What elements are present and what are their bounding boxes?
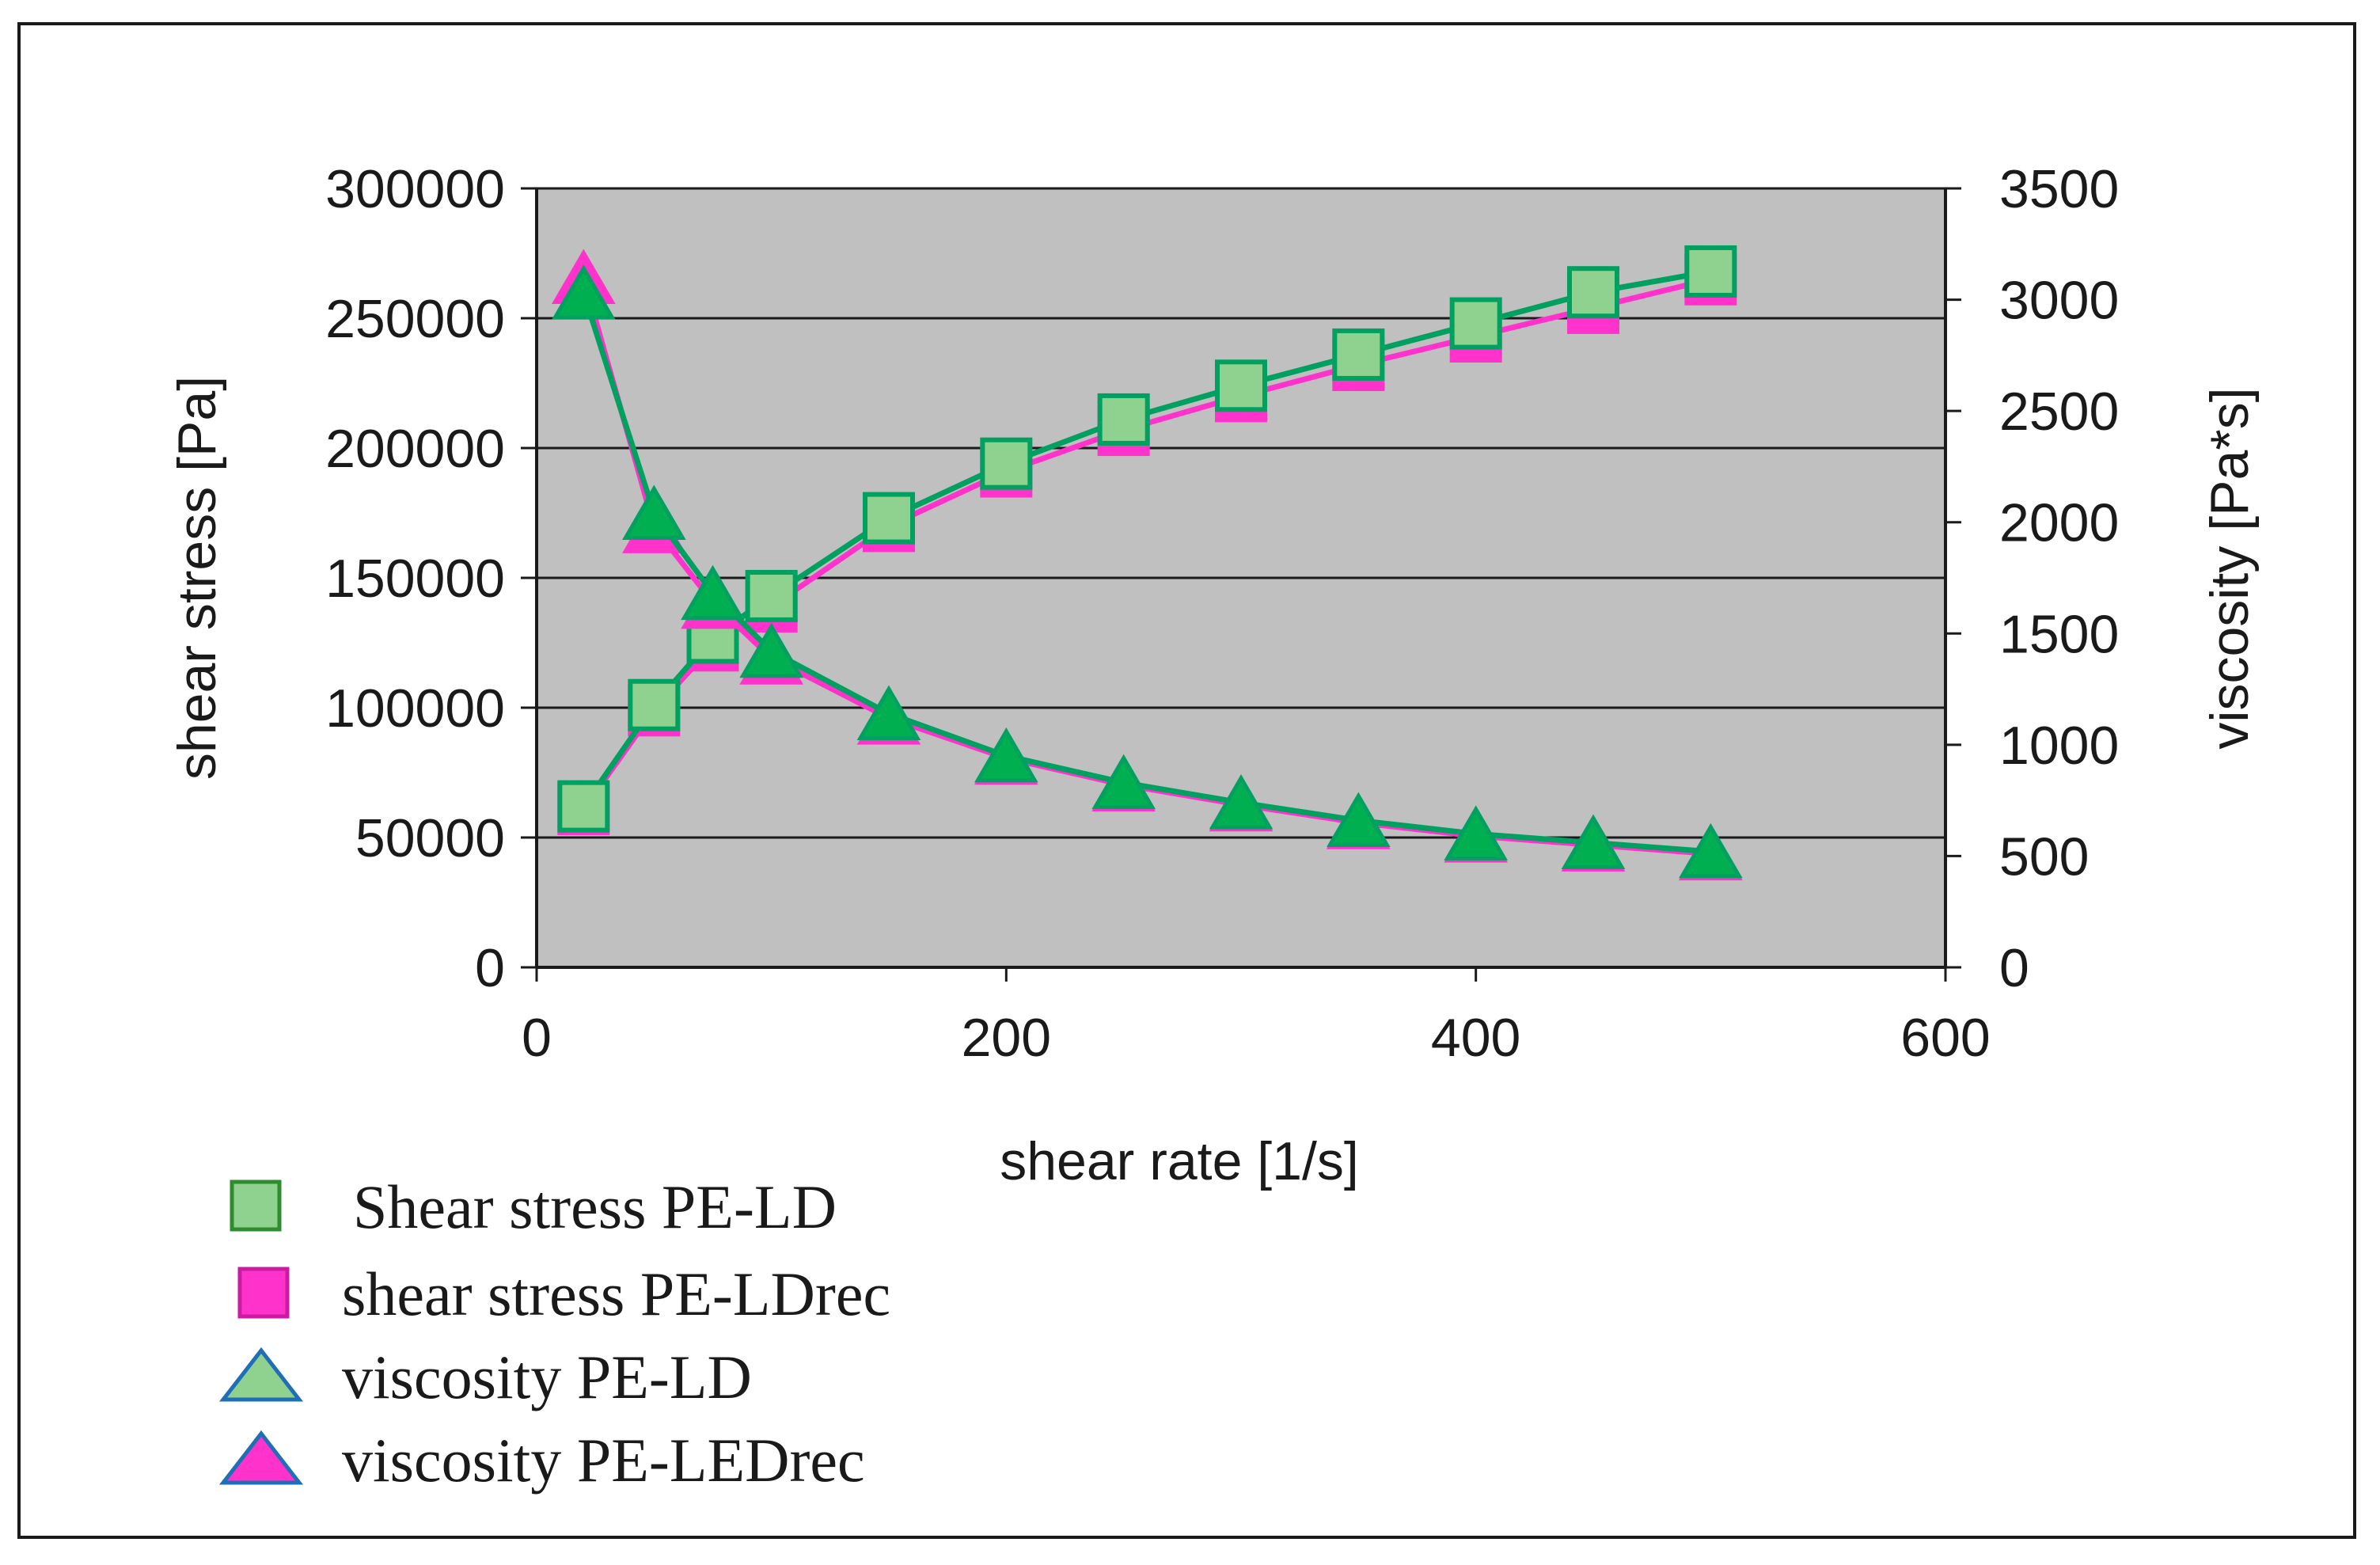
y-tick-label: 0 (475, 938, 505, 998)
left-y-tick-labels: 0 50000 100000 150000 200000 250000 300000 (325, 159, 505, 998)
legend-item: Shear stress PE-LD (230, 1172, 837, 1241)
data-point (557, 780, 610, 833)
legend-item: viscosity PE-LD (218, 1343, 752, 1411)
y2-tick-label: 3500 (1999, 159, 2119, 219)
y2-tick-label: 500 (1999, 826, 2089, 887)
data-point (856, 685, 921, 740)
data-point (1561, 814, 1626, 870)
y2-tick-label: 2500 (1999, 382, 2119, 442)
y2-tick-label: 1500 (1999, 604, 2119, 664)
y2-tick-label: 3000 (1999, 271, 2119, 331)
data-point (1209, 773, 1274, 830)
data-point (1097, 393, 1150, 446)
right-y-tick-labels: 0 500 1000 1500 2000 2500 3000 3500 (1999, 159, 2119, 998)
legend-label: shear stress PE-LDrec (342, 1259, 890, 1328)
data-point (628, 678, 681, 731)
y-tick-label: 250000 (325, 289, 505, 349)
axes (521, 187, 1961, 982)
legend-item: shear stress PE-LDrec (237, 1259, 890, 1328)
legend-square-marker (237, 1267, 290, 1319)
legend-square-marker (230, 1179, 282, 1232)
series-0 (557, 245, 1737, 833)
data-point (1215, 359, 1267, 412)
data-point (621, 484, 686, 540)
legend-label: viscosity PE-LEDrec (342, 1426, 865, 1495)
data-point (1444, 805, 1509, 860)
x-tick-label: 600 (1900, 1008, 1990, 1068)
y-tick-label: 50000 (355, 808, 505, 868)
y2-tick-label: 1000 (1999, 716, 2119, 776)
legend-triangle-marker (218, 1430, 304, 1485)
y2-tick-label: 2000 (1999, 493, 2119, 553)
y-tick-label: 200000 (325, 419, 505, 479)
data-point (1091, 754, 1156, 810)
legend-triangle-marker (218, 1347, 304, 1402)
data-point (739, 622, 804, 678)
data-point (1567, 266, 1619, 319)
data-point (980, 437, 1033, 490)
y-tick-label: 100000 (325, 678, 505, 739)
data-point (551, 264, 616, 320)
legend-label: Shear stress PE-LD (353, 1172, 837, 1241)
x-axis-title: shear rate [1/s] (1000, 1131, 1359, 1191)
legend-label: viscosity PE-LD (342, 1343, 752, 1411)
data-point (1678, 822, 1743, 879)
data-point (745, 569, 798, 622)
data-point (974, 727, 1038, 783)
legend: Shear stress PE-LD shear stress PE-LDrec v… (218, 1172, 890, 1495)
data-point (863, 492, 915, 545)
data-point (1449, 297, 1502, 350)
data-point (1684, 245, 1737, 298)
x-tick-label: 0 (522, 1008, 552, 1068)
data-point (1326, 792, 1391, 847)
y-tick-label: 150000 (325, 549, 505, 609)
left-y-axis-title: shear stress [Pa] (167, 376, 227, 780)
series-layer (551, 245, 1743, 881)
x-tick-labels: 0 200 400 600 (522, 1008, 1991, 1068)
series-line (580, 292, 1711, 855)
series-2 (551, 264, 1743, 879)
data-point (681, 564, 745, 621)
data-point (1332, 328, 1385, 381)
x-tick-label: 400 (1431, 1008, 1520, 1068)
y-tick-label: 300000 (325, 159, 505, 219)
right-y-axis-title: viscosity [Pa*s] (2200, 387, 2260, 749)
x-tick-label: 200 (962, 1008, 1051, 1068)
legend-item: viscosity PE-LEDrec (218, 1426, 865, 1495)
grid-lines (537, 187, 1945, 839)
y2-tick-label: 0 (1999, 938, 2029, 998)
